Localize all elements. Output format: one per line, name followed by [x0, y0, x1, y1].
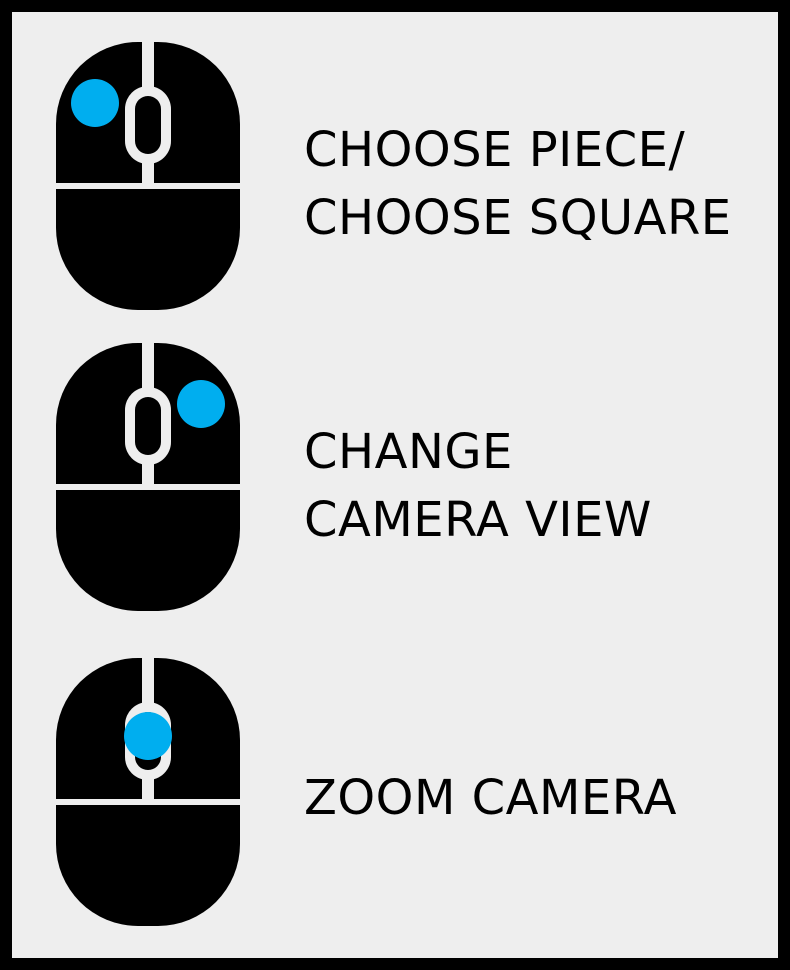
control-row-choose-piece: CHOOSE PIECE/ CHOOSE SQUARE — [12, 42, 778, 312]
mouse-scroll-wheel-icon — [56, 658, 240, 926]
label-line-2: CHOOSE SQUARE — [304, 190, 732, 246]
label-line-1: ZOOM CAMERA — [304, 770, 677, 826]
control-label-change-camera-view: CHANGE CAMERA VIEW — [304, 418, 652, 554]
label-line-1: CHOOSE PIECE/ — [304, 122, 686, 178]
label-line-1: CHANGE — [304, 424, 513, 480]
controls-help-panel: CHOOSE PIECE/ CHOOSE SQUARE CHANGE CAMER… — [12, 12, 778, 958]
control-row-zoom-camera: ZOOM CAMERA — [12, 658, 778, 928]
mouse-left-click-icon — [56, 42, 240, 310]
label-line-2: CAMERA VIEW — [304, 492, 652, 548]
control-label-choose-piece: CHOOSE PIECE/ CHOOSE SQUARE — [304, 116, 732, 252]
control-label-zoom-camera: ZOOM CAMERA — [304, 764, 677, 832]
mouse-right-click-icon — [56, 343, 240, 611]
control-row-change-camera-view: CHANGE CAMERA VIEW — [12, 343, 778, 613]
